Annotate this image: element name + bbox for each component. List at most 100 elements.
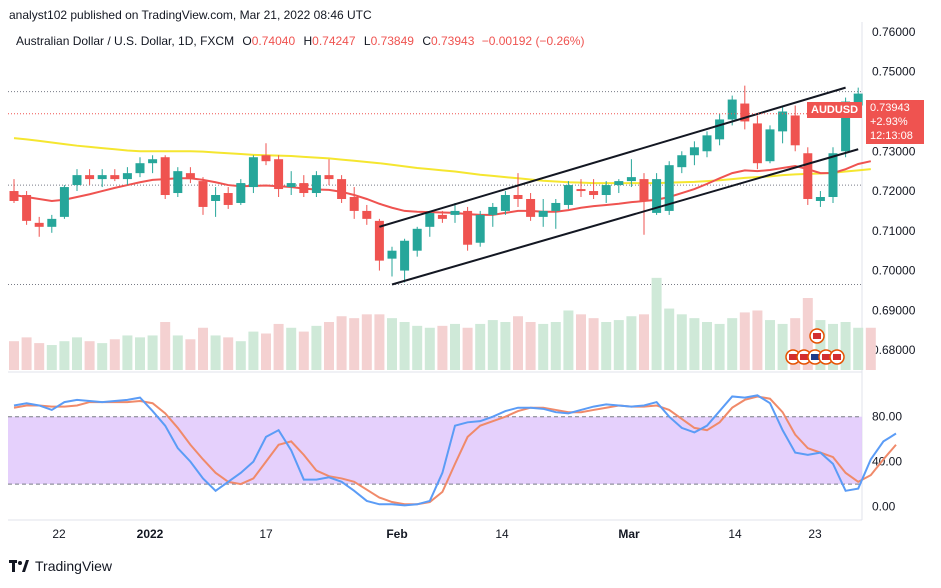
candle-body: [488, 206, 498, 215]
volume-bar: [311, 325, 322, 370]
volume-bar: [487, 320, 498, 370]
candle-body: [362, 210, 372, 219]
volume-bar: [72, 337, 82, 370]
flag-stripe: [813, 333, 821, 339]
candle-body: [450, 210, 460, 215]
volume-bar: [223, 337, 234, 370]
volume-bar: [840, 322, 851, 370]
daily-change-pct: +2.93%: [870, 116, 908, 128]
volume-bar: [576, 314, 586, 370]
volume-bar: [374, 314, 385, 370]
volume-bar: [424, 327, 435, 370]
volume-bar: [828, 323, 838, 370]
candle-body: [261, 155, 271, 162]
volume-bar: [437, 325, 448, 370]
volume-bar: [160, 322, 171, 370]
price-tick-label: 0.73000: [872, 144, 916, 158]
candle-body: [803, 153, 813, 199]
stoch-k-line: [13, 394, 897, 507]
stoch-tick-label: 80.00: [872, 410, 902, 424]
time-tick-label: 22: [52, 527, 66, 541]
volume-bar: [815, 320, 826, 370]
time-tick-label: Feb: [386, 527, 407, 541]
flag-stripe: [822, 354, 830, 360]
candle-body: [614, 181, 624, 186]
low-value: 0.73849: [370, 34, 414, 48]
candle-body: [652, 179, 662, 213]
tradingview-logo[interactable]: TradingView: [9, 558, 112, 574]
ohlc-legend: Australian Dollar / U.S. Dollar, 1D, FXC…: [16, 34, 584, 48]
candle-body: [463, 210, 473, 245]
volume-bar: [387, 318, 397, 370]
volume-bar: [172, 335, 183, 370]
volume-bar: [475, 323, 486, 370]
volume-bar: [689, 318, 700, 370]
candle-body: [110, 175, 120, 180]
candle-body: [513, 195, 523, 199]
candle-body: [437, 214, 447, 219]
flag-stripe: [811, 354, 819, 360]
candle-body: [248, 157, 258, 188]
volume-bar: [601, 322, 612, 370]
candle-body: [853, 93, 863, 106]
candle-body: [412, 228, 422, 251]
volume-bar: [714, 323, 725, 370]
volume-bar: [588, 318, 599, 370]
candle-body: [727, 99, 737, 120]
volume-bar: [59, 341, 70, 370]
stoch-d-line: [13, 395, 897, 506]
volume-bar: [450, 323, 460, 370]
candle-body: [223, 193, 233, 205]
candle-body: [425, 212, 435, 227]
candle-body: [337, 179, 347, 199]
candle-body: [236, 183, 246, 203]
volume-bar: [9, 341, 19, 370]
volume-bar: [198, 327, 208, 370]
time-tick-label: Mar: [618, 527, 640, 541]
candle-body: [765, 129, 775, 162]
volume-bar: [853, 327, 864, 370]
volume-bar: [261, 333, 271, 370]
channel-lower-line: [391, 148, 859, 286]
open-label: O: [242, 34, 252, 48]
bar-countdown: 12:13:08: [870, 130, 913, 142]
stoch-tick-label: 0.00: [872, 500, 896, 514]
volume-bar: [739, 312, 750, 370]
volume-bar: [702, 322, 712, 370]
change-value: −0.00192 (−0.26%): [481, 34, 585, 48]
time-tick-label: 14: [495, 527, 509, 541]
volume-bar: [84, 341, 95, 370]
price-tick-label: 0.72000: [872, 184, 916, 198]
candle-body: [9, 191, 19, 201]
symbol-name: Australian Dollar / U.S. Dollar, 1D, FXC…: [16, 34, 235, 48]
candle-body: [538, 210, 548, 217]
candle-body: [689, 147, 699, 156]
symbol-tag: AUDUSD: [807, 102, 863, 118]
candle-body: [122, 173, 132, 180]
time-tick-label: 23: [808, 527, 822, 541]
volume-bar: [147, 335, 158, 370]
volume-bar: [651, 277, 662, 370]
candle-body: [97, 175, 107, 180]
volume-bar: [286, 327, 297, 370]
last-price-tag: 0.73943 +2.93% 12:13:08: [866, 100, 924, 144]
candle-body: [173, 171, 183, 194]
volume-bar: [336, 316, 347, 370]
volume-bar: [727, 318, 738, 370]
close-value: 0.73943: [430, 34, 475, 48]
candle-body: [22, 195, 32, 221]
candle-body: [626, 177, 636, 182]
price-tick-label: 0.75000: [872, 65, 916, 79]
flag-stripe: [833, 354, 841, 360]
candle-body: [589, 191, 599, 196]
volume-bar: [46, 345, 57, 370]
candle-body: [790, 115, 800, 146]
candle-body: [59, 187, 69, 217]
open-value: 0.74040: [251, 34, 296, 48]
candle-body: [551, 202, 561, 211]
flag-stripe: [800, 354, 808, 360]
candle-body: [677, 155, 687, 168]
candle-body: [211, 195, 221, 201]
volume-bar: [361, 314, 372, 370]
